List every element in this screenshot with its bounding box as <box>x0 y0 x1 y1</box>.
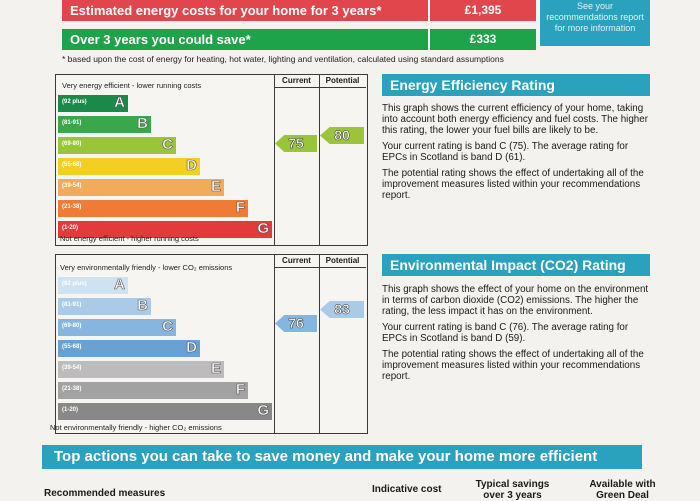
band-letter: G <box>257 402 269 420</box>
eir-panel-p2: Your current rating is band C (76). The … <box>382 322 629 344</box>
band-letter: D <box>186 157 197 175</box>
eir-current-header: Current <box>274 255 319 268</box>
band-letter: B <box>137 297 148 315</box>
cost-row-savings: Over 3 years you could save* £333 <box>62 29 536 50</box>
band-e: (39-54) E <box>58 360 224 378</box>
eir-panel-text: This graph shows the effect of your home… <box>382 284 654 387</box>
band-range: (81-91) <box>62 120 82 126</box>
band-range: (69-80) <box>62 323 82 329</box>
band-range: (39-54) <box>62 365 82 371</box>
cost-label-estimated: Estimated energy costs for your home for… <box>70 3 382 18</box>
band-d: (55-68) D <box>58 339 200 357</box>
recommendations-note: See your recommendations report for more… <box>540 0 650 46</box>
band-range: (55-68) <box>62 162 82 168</box>
band-e: (39-54) E <box>58 178 224 196</box>
band-letter: C <box>162 136 173 154</box>
band-range: (21-38) <box>62 386 82 392</box>
band-range: (69-80) <box>62 141 82 147</box>
eer-potential-arrow: 80 <box>320 127 364 144</box>
col-typical-savings: Typical savings over 3 years <box>475 479 550 501</box>
eir-panel-title: Environmental Impact (CO2) Rating <box>382 254 650 276</box>
eir-top-label: Very environmentally friendly - lower CO… <box>60 263 233 272</box>
eer-potential-header: Potential <box>319 75 366 88</box>
band-letter: A <box>114 94 125 112</box>
band-a: (92 plus) A <box>58 276 128 294</box>
cost-label-savings: Over 3 years you could save* <box>70 32 251 47</box>
band-letter: C <box>162 318 173 336</box>
band-range: (1-20) <box>62 225 79 231</box>
eer-panel-p2: Your current rating is band C (75). The … <box>382 141 629 163</box>
eir-panel-p3: The potential rating shows the effect of… <box>382 349 644 382</box>
eir-potential-arrow: 83 <box>320 301 364 318</box>
eer-panel-text: This graph shows the current efficiency … <box>382 103 654 206</box>
band-range: (55-68) <box>62 344 82 350</box>
band-g: (1-20) G <box>58 220 272 238</box>
band-range: (92 plus) <box>62 281 87 287</box>
band-range: (21-38) <box>62 204 82 210</box>
band-letter: G <box>257 220 269 238</box>
band-range: (81-91) <box>62 302 82 308</box>
eer-bottom-label: Not energy efficient - higher running co… <box>60 234 199 243</box>
eer-panel-title: Energy Efficiency Rating <box>382 74 650 96</box>
eer-current-arrow: 75 <box>275 135 317 152</box>
band-letter: A <box>114 276 125 294</box>
band-c: (69-80) C <box>58 136 176 154</box>
band-range: (39-54) <box>62 183 82 189</box>
eir-potential-header: Potential <box>319 255 366 268</box>
band-d: (55-68) D <box>58 157 200 175</box>
band-letter: F <box>235 381 246 399</box>
band-g: (1-20) G <box>58 402 272 420</box>
eer-top-label: Very energy efficient - lower running co… <box>62 81 202 90</box>
cost-row-estimated: Estimated energy costs for your home for… <box>62 0 536 21</box>
eir-panel-p1: This graph shows the effect of your home… <box>382 284 649 317</box>
band-b: (81-91) B <box>58 297 151 315</box>
cost-value-savings: £333 <box>428 29 536 50</box>
cost-value-estimated: £1,395 <box>428 0 536 21</box>
band-letter: B <box>137 115 148 133</box>
band-a: (92 plus) A <box>58 94 128 112</box>
cost-footnote: * based upon the cost of energy for heat… <box>62 54 504 64</box>
eir-bottom-label: Not environmentally friendly - higher CO… <box>50 423 222 432</box>
col-indicative-cost: Indicative cost <box>372 484 442 495</box>
eer-panel-p1: This graph shows the current efficiency … <box>382 103 648 136</box>
col-green-deal: Available with Green Deal <box>589 479 656 501</box>
band-letter: D <box>186 339 197 357</box>
band-letter: F <box>235 199 246 217</box>
eer-panel-p3: The potential rating shows the effect of… <box>382 168 644 201</box>
band-f: (21-38) F <box>58 381 248 399</box>
band-b: (81-91) B <box>58 115 151 133</box>
band-letter: E <box>210 178 222 196</box>
environmental-impact-chart: Current Potential Very environmentally f… <box>50 254 368 434</box>
band-c: (69-80) C <box>58 318 176 336</box>
energy-efficiency-chart: Current Potential Very energy efficient … <box>55 74 368 246</box>
band-letter: E <box>210 360 222 378</box>
col-recommended-measures: Recommended measures <box>44 488 166 499</box>
eer-current-header: Current <box>274 75 319 88</box>
eir-current-arrow: 76 <box>275 315 317 332</box>
band-range: (92 plus) <box>62 99 87 105</box>
top-actions-title: Top actions you can take to save money a… <box>42 445 642 469</box>
band-f: (21-38) F <box>58 199 248 217</box>
band-range: (1-20) <box>62 407 79 413</box>
